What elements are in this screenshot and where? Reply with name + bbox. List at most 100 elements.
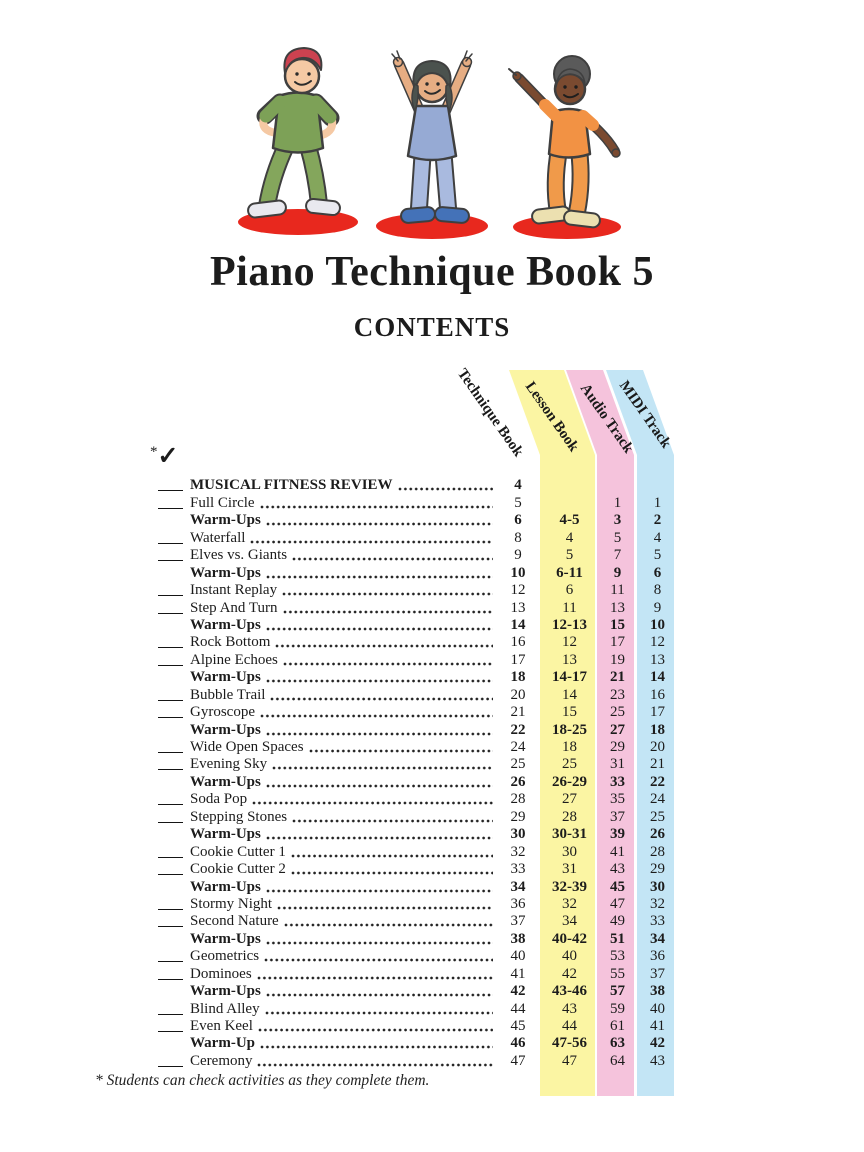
dot-leader	[275, 644, 493, 649]
toc-row: Alpine Echoes 17 13 19 13	[158, 650, 676, 668]
toc-row: Evening Sky 25 25 31 21	[158, 755, 676, 772]
dot-leader	[283, 923, 493, 928]
page-technique: 14	[510, 616, 526, 633]
row-title: Warm-Ups	[190, 930, 261, 947]
check-blank	[158, 804, 183, 806]
row-title: Elves vs. Giants	[190, 547, 288, 564]
toc-row: Waterfall 8 4 5 4	[158, 528, 676, 546]
row-title: Warm-Ups	[190, 773, 261, 790]
page-technique: 37	[510, 913, 526, 930]
toc-row: Second Nature 37 34 49 33	[158, 912, 676, 929]
track-midi: 2	[653, 512, 662, 529]
toc-row: Warm-Ups 18 14-17 21 14	[158, 668, 676, 685]
row-title: Second Nature	[190, 913, 279, 930]
toc-row: Full Circle 5 1 1	[158, 493, 676, 511]
track-midi: 21	[650, 756, 665, 773]
dot-leader	[282, 609, 493, 614]
toc-row: Even Keel 45 44 61 41	[158, 1017, 676, 1034]
band-midi-track	[606, 370, 674, 1096]
dot-leader	[265, 731, 493, 736]
row-title: Wide Open Spaces	[190, 739, 304, 755]
page-lesson: 13	[562, 651, 577, 668]
page-technique: 20	[510, 686, 526, 703]
check-blank	[158, 978, 183, 980]
track-midi: 43	[650, 1052, 665, 1069]
page-technique: 33	[510, 861, 526, 878]
track-midi: 6	[653, 564, 662, 581]
track-midi: 22	[650, 773, 665, 790]
page-lesson: 40	[562, 948, 577, 965]
track-midi: 41	[650, 1018, 665, 1034]
toc-row: Warm-Ups 38 40-42 51 34	[158, 929, 676, 947]
track-midi: 26	[650, 826, 665, 843]
page-lesson: 27	[562, 791, 577, 808]
track-audio: 53	[610, 948, 625, 965]
page-technique: 10	[510, 564, 526, 581]
toc-row: Warm-Up 46 47-56 63 42	[158, 1034, 676, 1051]
page-technique: 17	[510, 651, 526, 668]
track-midi: 37	[650, 965, 665, 982]
page-technique: 13	[510, 599, 526, 616]
dot-leader	[265, 679, 493, 684]
track-audio: 11	[610, 582, 625, 599]
toc-row: Soda Pop 28 27 35 24	[158, 790, 676, 807]
dot-leader	[282, 592, 493, 597]
check-blank	[158, 595, 183, 597]
row-title: Evening Sky	[190, 756, 268, 773]
page-lesson: 32	[562, 895, 577, 912]
track-audio: 5	[613, 529, 622, 546]
toc-row: MUSICAL FITNESS REVIEW 4	[158, 476, 676, 493]
row-title: Full Circle	[190, 494, 255, 511]
dot-leader	[265, 574, 493, 579]
toc-row: Stepping Stones 29 28 37 25	[158, 807, 676, 825]
toc-row: Instant Replay 12 6 11 8	[158, 581, 676, 598]
page-lesson: 31	[562, 861, 577, 878]
page-technique: 41	[510, 965, 526, 982]
track-audio: 64	[610, 1052, 625, 1069]
toc-row: Elves vs. Giants 9 5 7 5	[158, 546, 676, 563]
dot-leader	[292, 557, 493, 562]
dot-leader	[265, 940, 493, 945]
toc-row: Cookie Cutter 2 33 31 43 29	[158, 860, 676, 877]
row-title: Warm-Ups	[190, 616, 261, 633]
row-title: Rock Bottom	[190, 634, 271, 651]
row-title: Blind Alley	[190, 1000, 260, 1017]
check-blank	[158, 542, 183, 544]
track-midi: 33	[650, 913, 665, 930]
check-blank	[158, 507, 183, 509]
checkmark-icon: ✓	[157, 443, 179, 470]
track-midi: 30	[650, 878, 665, 895]
page-lesson: 14-17	[552, 669, 587, 686]
track-midi: 32	[650, 895, 665, 912]
check-blank	[158, 821, 183, 823]
dot-leader	[265, 836, 493, 841]
illustration-children-exercising	[238, 47, 621, 239]
track-midi: 8	[653, 582, 662, 599]
page-lesson: 18	[562, 739, 577, 755]
check-blank	[158, 717, 183, 719]
row-title: Stormy Night	[190, 895, 273, 912]
track-midi: 5	[653, 547, 662, 564]
track-audio: 37	[610, 808, 625, 825]
track-midi: 42	[650, 1035, 665, 1052]
row-title: Soda Pop	[190, 791, 248, 808]
page-technique: 44	[510, 1000, 526, 1017]
toc-row: Stormy Night 36 32 47 32	[158, 895, 676, 912]
dot-leader	[256, 975, 493, 980]
toc-row: Geometrics 40 40 53 36	[158, 947, 676, 964]
track-audio: 13	[610, 599, 625, 616]
toc-row: Gyroscope 21 15 25 17	[158, 703, 676, 720]
page-technique: 36	[510, 895, 526, 912]
band-audio-track	[566, 370, 634, 1096]
dot-leader	[270, 696, 493, 701]
check-blank	[158, 856, 183, 858]
row-title: Warm-Ups	[190, 669, 261, 686]
track-audio: 31	[610, 756, 625, 773]
row-title: Waterfall	[190, 529, 246, 546]
page-lesson: 4	[565, 529, 574, 546]
dot-leader	[265, 993, 493, 998]
dot-leader	[257, 1062, 493, 1067]
check-blank	[158, 926, 183, 928]
page-lesson: 15	[562, 704, 577, 721]
track-audio: 41	[610, 843, 625, 860]
